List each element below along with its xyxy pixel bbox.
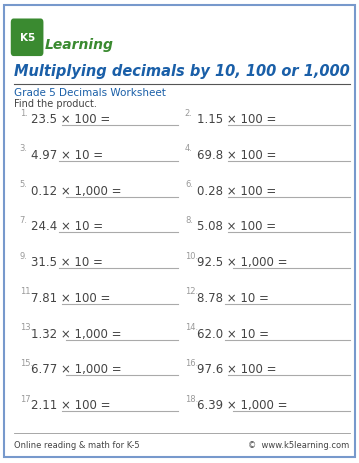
Text: 1.: 1. xyxy=(20,108,28,118)
Text: 15.: 15. xyxy=(20,358,33,367)
Text: 2.: 2. xyxy=(185,108,193,118)
Text: 5.08 × 100 =: 5.08 × 100 = xyxy=(197,220,276,233)
Text: K5: K5 xyxy=(20,33,35,43)
Text: 6.77 × 1,000 =: 6.77 × 1,000 = xyxy=(31,363,121,375)
Text: 9.: 9. xyxy=(20,251,28,260)
Text: 8.78 × 10 =: 8.78 × 10 = xyxy=(197,291,269,304)
Text: 5.: 5. xyxy=(20,180,28,189)
Text: 16.: 16. xyxy=(185,358,198,367)
Text: ©  www.k5learning.com: © www.k5learning.com xyxy=(248,440,349,449)
Text: 24.4 × 10 =: 24.4 × 10 = xyxy=(31,220,103,233)
Text: 14.: 14. xyxy=(185,322,198,332)
Text: 1.15 × 100 =: 1.15 × 100 = xyxy=(197,113,276,126)
Text: 0.28 × 100 =: 0.28 × 100 = xyxy=(197,184,276,197)
Text: 62.0 × 10 =: 62.0 × 10 = xyxy=(197,327,269,340)
Text: Multiplying decimals by 10, 100 or 1,000: Multiplying decimals by 10, 100 or 1,000 xyxy=(14,64,349,79)
Text: 7.: 7. xyxy=(20,215,28,225)
Text: 3.: 3. xyxy=(20,144,28,153)
Text: 23.5 × 100 =: 23.5 × 100 = xyxy=(31,113,110,126)
Text: 92.5 × 1,000 =: 92.5 × 1,000 = xyxy=(197,256,287,269)
Text: 8.: 8. xyxy=(185,215,193,225)
Text: 11.: 11. xyxy=(20,287,33,296)
Text: Learning: Learning xyxy=(45,38,114,52)
Text: 69.8 × 100 =: 69.8 × 100 = xyxy=(197,149,276,162)
Text: 6.39 × 1,000 =: 6.39 × 1,000 = xyxy=(197,398,287,411)
FancyBboxPatch shape xyxy=(11,19,43,57)
Text: Online reading & math for K-5: Online reading & math for K-5 xyxy=(14,440,139,449)
Text: Find the product.: Find the product. xyxy=(14,99,97,109)
Text: 12.: 12. xyxy=(185,287,198,296)
Text: Grade 5 Decimals Worksheet: Grade 5 Decimals Worksheet xyxy=(14,88,165,98)
Text: 17.: 17. xyxy=(20,394,33,403)
Text: 6.: 6. xyxy=(185,180,193,189)
Text: 1.32 × 1,000 =: 1.32 × 1,000 = xyxy=(31,327,121,340)
Text: 10.: 10. xyxy=(185,251,198,260)
Text: 31.5 × 10 =: 31.5 × 10 = xyxy=(31,256,102,269)
Text: 4.: 4. xyxy=(185,144,193,153)
Text: 7.81 × 100 =: 7.81 × 100 = xyxy=(31,291,110,304)
Text: 0.12 × 1,000 =: 0.12 × 1,000 = xyxy=(31,184,121,197)
Text: 18.: 18. xyxy=(185,394,198,403)
Text: 2.11 × 100 =: 2.11 × 100 = xyxy=(31,398,110,411)
Text: 97.6 × 100 =: 97.6 × 100 = xyxy=(197,363,276,375)
Text: 4.97 × 10 =: 4.97 × 10 = xyxy=(31,149,103,162)
Text: 13.: 13. xyxy=(20,322,33,332)
